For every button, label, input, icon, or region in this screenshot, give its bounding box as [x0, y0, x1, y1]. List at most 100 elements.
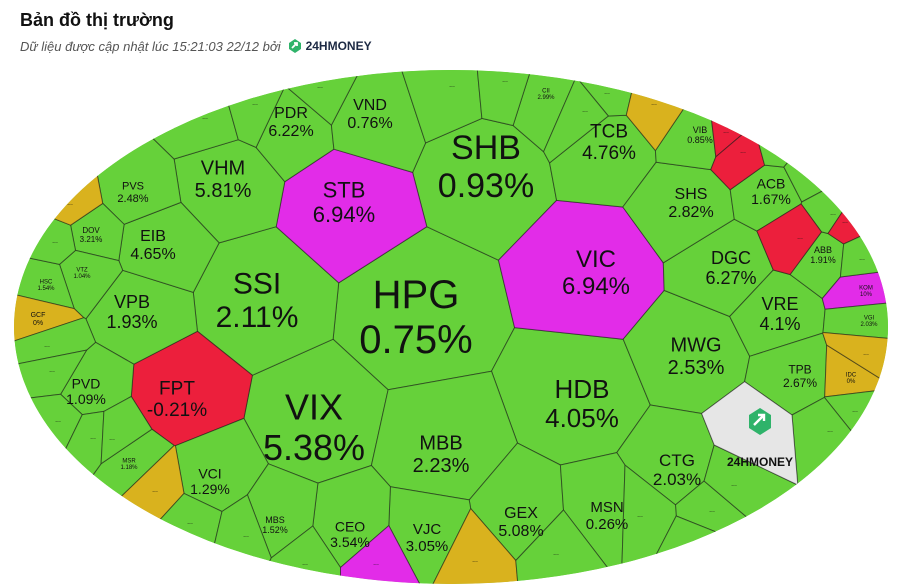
more-label: ...: [52, 238, 58, 245]
tile-symbol: ABB: [814, 245, 832, 255]
tile-symbol: IDC: [846, 372, 857, 378]
tile-change: 6.94%: [562, 273, 630, 300]
tile-symbol: DOV: [82, 226, 100, 235]
tile-symbol: MSR: [122, 458, 136, 464]
more-label: ...: [709, 507, 715, 514]
tile-change: 6.22%: [268, 123, 313, 140]
tile-symbol: GCF: [31, 312, 46, 319]
tile-other[interactable]: [0, 60, 104, 226]
tile-other[interactable]: [753, 60, 873, 168]
more-label: ...: [651, 100, 657, 107]
more-label: ...: [637, 512, 643, 519]
brand-name: 24HMONEY: [305, 39, 372, 53]
more-label: ...: [502, 77, 508, 84]
tile-change: 3.54%: [330, 534, 370, 550]
tile-change: 1.18%: [120, 465, 138, 471]
update-text: Dữ liệu được cập nhật lúc 15:21:03 22/12…: [20, 38, 281, 54]
tile-symbol: ACB: [757, 175, 786, 191]
more-label: ...: [604, 89, 610, 96]
tile-other[interactable]: [0, 196, 76, 265]
tile-change: 2.99%: [537, 95, 555, 101]
brand-logo-icon: [288, 39, 301, 53]
tile-symbol: MWG: [670, 335, 721, 357]
tile-change: 2.67%: [783, 376, 817, 390]
tile-change: 10%: [860, 292, 873, 298]
tile-symbol: VHM: [201, 158, 245, 180]
tile-other[interactable]: [0, 410, 105, 586]
tile-symbol: TCB: [590, 122, 628, 143]
tile-symbol: MSN: [590, 499, 623, 516]
watermark-logo-icon: [749, 408, 771, 435]
tile-other[interactable]: [756, 203, 822, 275]
tile-change: 2.11%: [216, 301, 299, 334]
more-label: ...: [67, 200, 73, 207]
tile-symbol: HPG: [373, 273, 460, 317]
more-label: ...: [449, 82, 455, 89]
tile-change: 1.91%: [810, 255, 836, 265]
more-label: ...: [863, 350, 869, 357]
page-title: Bản đồ thị trường: [20, 10, 174, 30]
tile-symbol: PVD: [72, 375, 101, 391]
tile-other[interactable]: [791, 396, 902, 586]
more-label: ...: [302, 560, 308, 567]
tile-symbol: CII: [542, 88, 550, 94]
tile-change: 0.93%: [438, 167, 534, 205]
tile-other[interactable]: [827, 143, 902, 245]
tile-symbol: SSI: [233, 267, 281, 300]
watermark-tile: [701, 381, 799, 486]
more-label: ...: [44, 342, 50, 349]
tile-change: 2.82%: [668, 204, 713, 221]
tile-symbol: VGI: [864, 315, 875, 321]
tile-symbol: PVS: [122, 181, 144, 193]
tile-symbol: VIB: [693, 125, 708, 135]
tile-change: 5.38%: [263, 427, 365, 468]
tile-symbol: MBB: [419, 433, 462, 455]
tile-change: 6.94%: [313, 202, 375, 227]
tile-change: 0%: [847, 379, 856, 385]
tile-other[interactable]: [0, 393, 83, 584]
tile-change: 0.26%: [586, 516, 629, 533]
watermark-brand: 24HMONEY: [727, 455, 793, 469]
tile-change: 5.08%: [498, 523, 543, 540]
tile-other[interactable]: [543, 76, 609, 164]
tile-symbol: HSC: [40, 279, 53, 285]
more-label: ...: [202, 114, 208, 121]
more-label: ...: [187, 519, 193, 526]
tile-symbol: STB: [323, 177, 366, 202]
more-label: ...: [243, 532, 249, 539]
tile-symbol: VTZ: [76, 267, 88, 273]
more-label: ...: [582, 107, 588, 114]
tile-change: 3.21%: [80, 235, 103, 244]
tile-other[interactable]: [783, 60, 902, 203]
more-label: ...: [842, 218, 848, 225]
tile-symbol: VCI: [198, 465, 221, 481]
more-label: ...: [472, 557, 478, 564]
tile-change: 1.54%: [37, 286, 55, 292]
tile-change: 4.65%: [130, 246, 175, 263]
tile-symbol: PDR: [274, 105, 308, 122]
more-label: ...: [723, 128, 729, 135]
more-label: ...: [90, 434, 96, 441]
tile-symbol: VJC: [413, 521, 442, 538]
tile-other[interactable]: [515, 509, 622, 586]
more-label: ...: [740, 148, 746, 155]
tile-symbol: DGC: [711, 248, 751, 268]
tile-symbol: VPB: [114, 292, 150, 312]
tile-symbol: CTG: [659, 451, 695, 470]
tile-symbol: VIX: [285, 387, 343, 428]
tile-symbol: FPT: [159, 379, 195, 400]
more-label: ...: [152, 487, 158, 494]
tile-change: 4.1%: [759, 314, 800, 334]
tile-change: 1.67%: [751, 191, 791, 207]
more-label: ...: [731, 481, 737, 488]
tile-other[interactable]: [475, 60, 535, 126]
tile-change: 1.93%: [106, 312, 157, 332]
tile-symbol: GEX: [504, 505, 538, 522]
tile-change: 2.03%: [860, 322, 878, 328]
tile-change: 4.05%: [545, 403, 619, 433]
tile-symbol: VND: [353, 97, 387, 114]
tile-other[interactable]: [340, 525, 422, 586]
tile-other[interactable]: [100, 396, 153, 465]
brand-link[interactable]: 24HMONEY: [287, 38, 372, 54]
tile-change: 0.85%: [687, 135, 713, 145]
